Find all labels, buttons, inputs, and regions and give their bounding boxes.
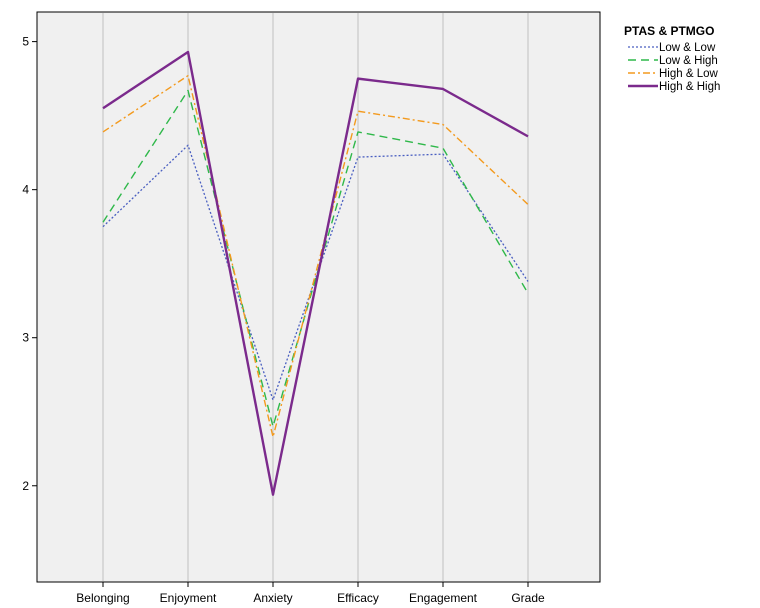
x-tick-label-anxiety: Anxiety: [253, 591, 292, 605]
y-tick-label-3: 3: [22, 331, 29, 345]
x-tick-label-enjoyment: Enjoyment: [160, 591, 217, 605]
y-tick-label-2: 2: [22, 479, 29, 493]
y-axis: 2 3 4 5: [22, 35, 37, 493]
legend-title: PTAS & PTMGO: [624, 24, 714, 38]
x-axis: Belonging Enjoyment Anxiety Efficacy Engagem…: [76, 582, 545, 605]
series-line-low-low: [102, 144, 529, 401]
x-tick-label-engagement: Engagement: [409, 591, 478, 605]
x-tick-label-grade: Grade: [511, 591, 545, 605]
plot-area: [36, 11, 601, 583]
x-tick-label-belonging: Belonging: [76, 591, 129, 605]
y-tick-label-4: 4: [22, 183, 29, 197]
series-lines: [102, 50, 529, 496]
x-tick-label-efficacy: Efficacy: [337, 591, 379, 605]
legend-label-low-low: Low & Low: [659, 42, 716, 54]
legend-label-high-high: High & High: [659, 81, 720, 93]
category-gridlines: [102, 13, 529, 581]
y-tick-label-5: 5: [22, 35, 29, 49]
series-line-high-high: [102, 50, 529, 496]
series-line-high-low: [102, 74, 529, 438]
legend-label-high-low: High & Low: [659, 68, 719, 80]
legend-label-low-high: Low & High: [659, 55, 718, 67]
series-line-low-high: [102, 89, 529, 428]
